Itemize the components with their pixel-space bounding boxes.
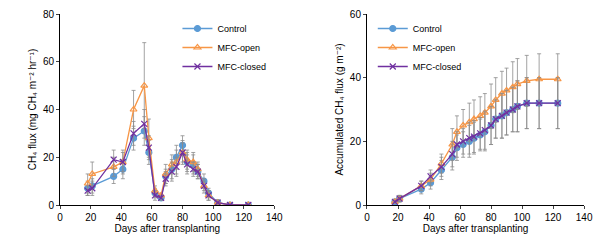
svg-text:MFC-closed: MFC-closed (413, 62, 462, 72)
svg-text:80: 80 (177, 212, 189, 223)
svg-text:0: 0 (355, 200, 361, 211)
svg-text:40: 40 (423, 212, 435, 223)
svg-text:120: 120 (235, 212, 252, 223)
svg-text:40: 40 (116, 212, 128, 223)
svg-text:20: 20 (43, 152, 55, 163)
svg-text:Days after transplanting: Days after transplanting (114, 223, 220, 234)
svg-text:60: 60 (43, 56, 55, 67)
svg-text:40: 40 (43, 104, 55, 115)
svg-text:MFC-open: MFC-open (217, 43, 260, 53)
svg-text:20: 20 (85, 212, 97, 223)
svg-text:60: 60 (350, 9, 362, 20)
svg-text:MFC-closed: MFC-closed (217, 62, 266, 72)
svg-text:Days after transplanting: Days after transplanting (423, 223, 529, 234)
svg-text:120: 120 (545, 212, 562, 223)
svg-text:Control: Control (413, 24, 442, 34)
svg-text:60: 60 (454, 212, 466, 223)
svg-text:0: 0 (49, 200, 55, 211)
svg-text:140: 140 (266, 212, 283, 223)
svg-text:80: 80 (485, 212, 497, 223)
svg-text:60: 60 (146, 212, 158, 223)
svg-text:Control: Control (217, 24, 246, 34)
svg-text:20: 20 (392, 212, 404, 223)
svg-text:0: 0 (57, 212, 63, 223)
svg-text:0: 0 (364, 212, 370, 223)
svg-text:20: 20 (350, 136, 362, 147)
svg-text:CH₄ flux (mg CH₄ m⁻² hr⁻¹): CH₄ flux (mg CH₄ m⁻² hr⁻¹) (27, 49, 38, 171)
svg-text:Accumulated CH₄ flux (g m⁻²): Accumulated CH₄ flux (g m⁻²) (334, 43, 345, 175)
svg-text:100: 100 (514, 212, 531, 223)
svg-text:100: 100 (205, 212, 222, 223)
svg-text:MFC-open: MFC-open (413, 43, 456, 53)
svg-text:140: 140 (576, 212, 593, 223)
svg-text:40: 40 (350, 72, 362, 83)
svg-text:80: 80 (43, 9, 55, 20)
